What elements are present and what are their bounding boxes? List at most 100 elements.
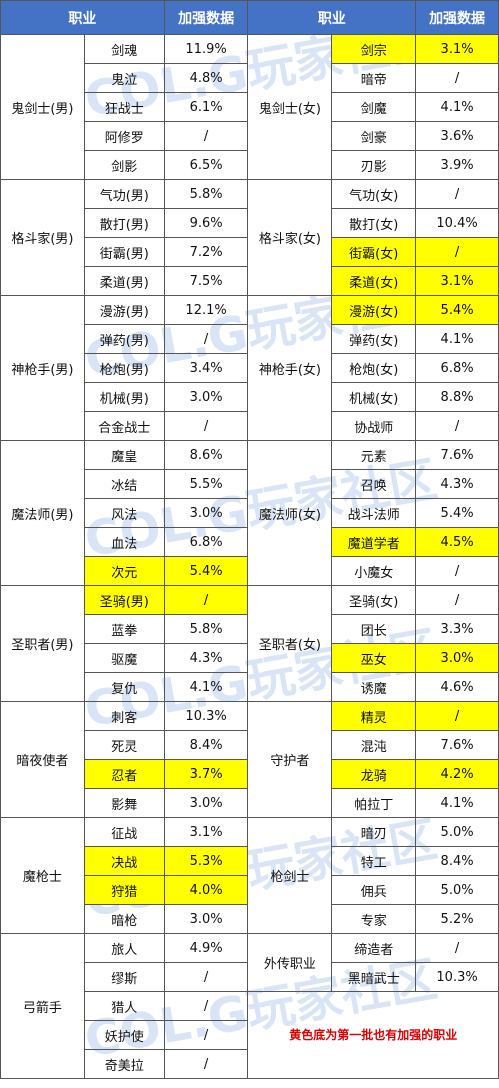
table-row: 神枪手(男) 漫游(男) 12.1% 神枪手(女) 漫游(女) 5.4% — [0, 295, 499, 441]
class-group-left: 鬼剑士(男) — [0, 34, 85, 180]
subclass-name: 团长 — [331, 614, 417, 644]
table-row: 决战 5.3% 特工 8.4% — [1, 846, 499, 876]
buff-value: / — [163, 962, 249, 992]
buff-value: 3.6% — [415, 121, 499, 151]
subclass-name: 街霸(女) — [331, 237, 417, 267]
buff-value: 10.4% — [415, 208, 499, 238]
buff-value: / — [163, 324, 249, 354]
subclass-name: 机械(男) — [83, 382, 165, 412]
buff-value: 3.0% — [163, 498, 249, 528]
subclass-name: 龙骑 — [331, 759, 417, 789]
buff-value: / — [163, 411, 249, 441]
subclass-name: 协战师 — [331, 411, 417, 441]
table-row: 次元 5.4% 小魔女 / — [1, 556, 499, 586]
table-row: 合金战士 / 协战师 / — [1, 411, 499, 441]
subclass-name: 决战 — [83, 846, 165, 876]
buff-value: 3.0% — [163, 382, 249, 412]
buff-value: / — [415, 179, 499, 209]
class-group-left: 弓箭手 — [0, 933, 85, 1079]
subclass-name: 刺客 — [83, 701, 165, 731]
buff-value: 4.2% — [415, 759, 499, 789]
subclass-name: 帕拉丁 — [331, 788, 417, 818]
class-group-left: 圣职者(男) — [0, 585, 85, 702]
buff-value: / — [415, 63, 499, 93]
buff-value: 11.9% — [163, 34, 249, 64]
subclass-name: 气功(男) — [83, 179, 165, 209]
subclass-name: 缪斯 — [83, 962, 165, 992]
buff-value: 8.8% — [415, 382, 499, 412]
table-row: 枪炮(男) 3.4% 枪炮(女) 6.8% — [1, 353, 499, 383]
buff-value: 3.1% — [163, 817, 249, 847]
subclass-name: 混沌 — [331, 730, 417, 760]
buff-value: 6.5% — [163, 150, 249, 180]
subclass-name: 街霸(男) — [83, 237, 165, 267]
buff-value: 5.0% — [415, 875, 499, 905]
subclass-name: 气功(女) — [331, 179, 417, 209]
buff-value: / — [415, 237, 499, 267]
subclass-name: 圣骑(女) — [331, 585, 417, 615]
class-group-right: 外传职业 — [247, 933, 333, 992]
subclass-name: 圣骑(男) — [83, 585, 165, 615]
header-class-right: 职业 — [247, 0, 417, 35]
buff-value: 5.4% — [163, 556, 249, 586]
subclass-name: 弹药(男) — [83, 324, 165, 354]
subclass-name: 特工 — [331, 846, 417, 876]
table-row: 妖护使 / — [1, 1020, 499, 1050]
buff-value: / — [415, 585, 499, 615]
subclass-name: 鬼泣 — [83, 63, 165, 93]
subclass-name: 狂战士 — [83, 92, 165, 122]
buff-value: 9.6% — [163, 208, 249, 238]
subclass-name: 柔道(女) — [331, 266, 417, 296]
buff-value: / — [163, 585, 249, 615]
table-row: 狩猎 4.0% 佣兵 5.0% — [1, 875, 499, 905]
subclass-name: 柔道(男) — [83, 266, 165, 296]
buff-value: 6.8% — [163, 527, 249, 557]
buff-value: 4.6% — [415, 672, 499, 702]
table-row: 忍者 3.7% 龙骑 4.2% — [1, 759, 499, 789]
table-row: 机械(男) 3.0% 机械(女) 8.8% — [1, 382, 499, 412]
subclass-name: 枪炮(男) — [83, 353, 165, 383]
subclass-name: 专家 — [331, 904, 417, 934]
buff-value: 7.6% — [415, 440, 499, 470]
class-group-left: 神枪手(男) — [0, 295, 85, 441]
subclass-name: 剑魔 — [331, 92, 417, 122]
buff-value: 7.6% — [415, 730, 499, 760]
buff-value: 5.4% — [415, 295, 499, 325]
class-group-right: 枪剑士 — [247, 817, 333, 934]
subclass-name: 旅人 — [83, 933, 165, 963]
subclass-name: 缔造者 — [331, 933, 417, 963]
subclass-name: 刃影 — [331, 150, 417, 180]
subclass-name: 奇美拉 — [83, 1049, 165, 1079]
buff-value: 4.5% — [415, 527, 499, 557]
subclass-name: 机械(女) — [331, 382, 417, 412]
buff-value: 7.5% — [163, 266, 249, 296]
subclass-name: 合金战士 — [83, 411, 165, 441]
class-group-left: 魔枪士 — [0, 817, 85, 934]
table-row: 圣职者(男) 圣骑(男) / 圣职者(女) 圣骑(女) / — [0, 585, 499, 702]
subclass-name: 复仇 — [83, 672, 165, 702]
table-row: 奇美拉 / — [1, 1049, 499, 1079]
buff-value: / — [163, 991, 249, 1021]
subclass-name: 枪炮(女) — [331, 353, 417, 383]
buff-value: 5.8% — [163, 614, 249, 644]
subclass-name: 魔道学者 — [331, 527, 417, 557]
table-row: 鬼泣 4.8% 暗帝 / — [1, 63, 499, 93]
buff-value: 4.9% — [163, 933, 249, 963]
subclass-name: 征战 — [83, 817, 165, 847]
subclass-name: 漫游(男) — [83, 295, 165, 325]
subclass-name: 蓝拳 — [83, 614, 165, 644]
subclass-name: 影舞 — [83, 788, 165, 818]
buff-value: 10.3% — [163, 701, 249, 731]
table-row: 鬼剑士(男) 剑魂 11.9% 鬼剑士(女) 剑宗 3.1% — [0, 34, 499, 180]
subclass-name: 战斗法师 — [331, 498, 417, 528]
subclass-name: 死灵 — [83, 730, 165, 760]
buff-value: / — [163, 121, 249, 151]
buff-value: 4.3% — [415, 469, 499, 499]
table-row: 街霸(男) 7.2% 街霸(女) / — [1, 237, 499, 267]
header-class-left: 职业 — [0, 0, 165, 35]
buff-value: 5.3% — [163, 846, 249, 876]
class-group-right: 神枪手(女) — [247, 295, 333, 441]
table-row: 复仇 4.1% 诱魔 4.6% — [1, 672, 499, 702]
subclass-name: 弹药(女) — [331, 324, 417, 354]
buff-value: 4.8% — [163, 63, 249, 93]
